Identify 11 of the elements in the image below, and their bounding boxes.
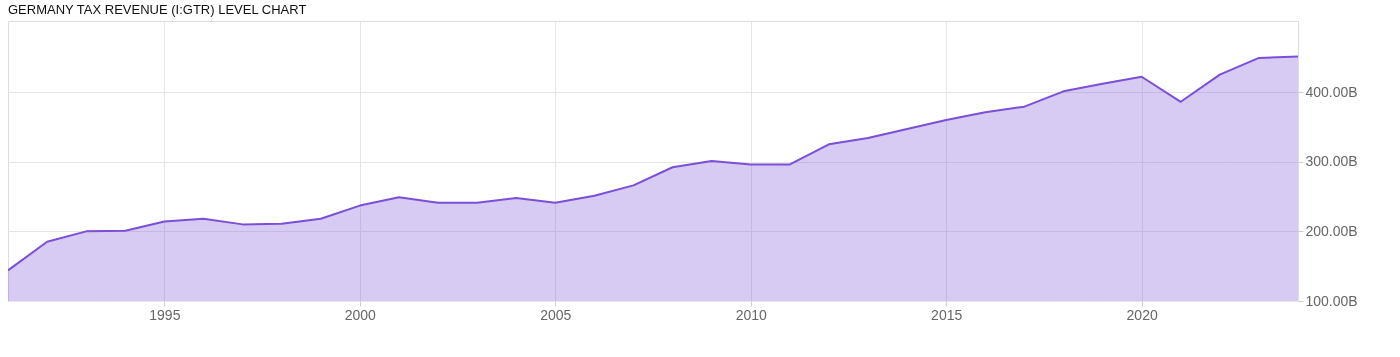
x-tick-label: 2010 <box>735 306 768 323</box>
y-tick-label: 300.00B <box>1305 153 1358 170</box>
y-tick-label: 100.00B <box>1305 292 1358 309</box>
x-tick-label: 1995 <box>149 306 181 323</box>
x-tick-label: 2000 <box>344 306 377 323</box>
y-tick-label: 400.00B <box>1305 83 1358 100</box>
x-tick-label: 2020 <box>1126 306 1158 323</box>
chart-title: GERMANY TAX REVENUE (I:GTR) LEVEL CHART <box>8 2 307 17</box>
x-tick-label: 2005 <box>540 306 572 323</box>
y-tick-label: 200.00B <box>1305 222 1358 239</box>
x-tick-label: 2015 <box>931 306 963 323</box>
